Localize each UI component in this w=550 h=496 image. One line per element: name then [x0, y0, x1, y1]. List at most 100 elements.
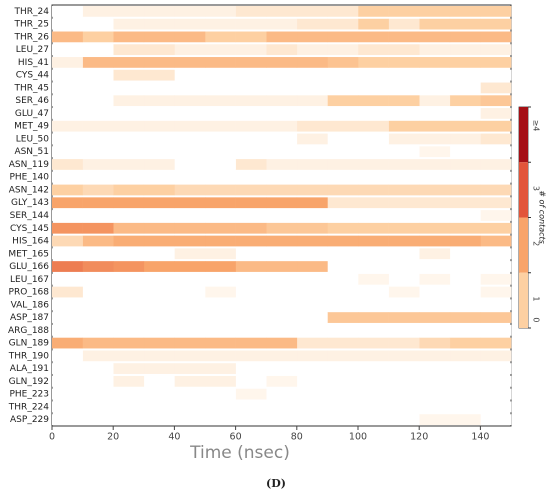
cell [82, 350, 114, 362]
cell [358, 337, 389, 349]
cell [174, 184, 206, 196]
row-label: ALA_191 [10, 364, 49, 374]
cell [358, 388, 389, 400]
cell [205, 350, 236, 362]
cell [113, 6, 145, 17]
cell [449, 235, 481, 247]
cell [327, 273, 359, 285]
cell [358, 401, 389, 413]
cell [52, 324, 83, 336]
cell [266, 337, 298, 349]
cell [143, 401, 175, 413]
cell [266, 222, 298, 234]
cell [235, 31, 267, 43]
cell [388, 312, 420, 323]
cell [449, 95, 481, 107]
cell [266, 388, 298, 400]
cell [296, 210, 328, 221]
cell [235, 95, 267, 107]
cell [480, 95, 512, 107]
cell [480, 82, 512, 94]
cell [52, 363, 83, 374]
cell [113, 414, 145, 425]
cell [82, 210, 114, 221]
cell [52, 18, 83, 30]
cell [205, 133, 236, 145]
cell [52, 222, 83, 234]
cell [419, 363, 451, 374]
cell [174, 337, 206, 349]
cell [449, 414, 481, 425]
cell [480, 133, 512, 145]
cell [480, 18, 512, 30]
cell [449, 18, 481, 30]
colorbar-tick-label: 2 [532, 241, 541, 246]
cell [266, 159, 298, 170]
cell [419, 120, 451, 132]
cell [327, 299, 359, 311]
cell [358, 18, 389, 30]
cell [327, 375, 359, 387]
cell [419, 133, 451, 145]
cell [449, 69, 481, 81]
x-tick-label: 0 [49, 432, 55, 443]
cell [388, 82, 420, 94]
cell [143, 159, 175, 170]
cell [266, 414, 298, 425]
cell [327, 6, 359, 17]
cell [205, 312, 236, 323]
cell [266, 44, 298, 56]
cell [419, 108, 451, 119]
cell [235, 337, 267, 349]
cell [296, 197, 328, 209]
cell [113, 286, 145, 298]
cell [327, 82, 359, 94]
cell [266, 133, 298, 145]
cell [174, 248, 206, 260]
cell [174, 222, 206, 234]
cell [358, 286, 389, 298]
cell [174, 57, 206, 68]
cell [266, 261, 298, 272]
cell [388, 375, 420, 387]
row-label: CYS_44 [16, 71, 50, 81]
cell [235, 44, 267, 56]
cell [449, 133, 481, 145]
cell [358, 235, 389, 247]
cell [52, 120, 83, 132]
cell [449, 184, 481, 196]
cell [296, 273, 328, 285]
cell [52, 248, 83, 260]
cell [235, 414, 267, 425]
cell [327, 286, 359, 298]
cell [52, 414, 83, 425]
row-label: THR_190 [8, 351, 49, 361]
cell [266, 350, 298, 362]
cell [113, 31, 145, 43]
row-label: GLY_143 [11, 198, 49, 208]
cell [480, 235, 512, 247]
cell [449, 197, 481, 209]
cell [205, 146, 236, 158]
cell [296, 235, 328, 247]
cell [143, 18, 175, 30]
cell [205, 273, 236, 285]
row-label: LEU_167 [10, 275, 49, 285]
cell [296, 18, 328, 30]
cell [388, 363, 420, 374]
cell [174, 286, 206, 298]
cell [52, 286, 83, 298]
cell [266, 108, 298, 119]
cell [52, 159, 83, 170]
cell [174, 6, 206, 17]
cell [296, 146, 328, 158]
cell [449, 299, 481, 311]
cell [480, 337, 512, 349]
cell [358, 324, 389, 336]
cell [52, 6, 83, 17]
cell [82, 108, 114, 119]
cell [143, 82, 175, 94]
cell [205, 197, 236, 209]
colorbar-segment [519, 162, 528, 218]
cell [82, 95, 114, 107]
